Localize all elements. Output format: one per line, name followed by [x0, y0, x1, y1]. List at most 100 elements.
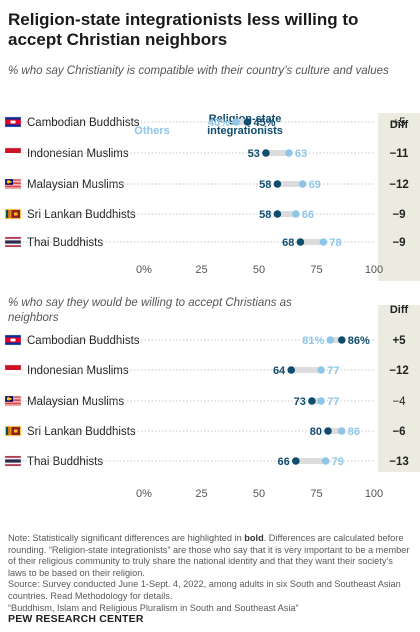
flag-outline — [4, 208, 22, 220]
flag-outline — [4, 425, 22, 437]
dot-others — [298, 180, 307, 188]
data-label-others: 63 — [295, 148, 307, 160]
flag-lion — [14, 212, 18, 216]
axis-tick-label: 25 — [195, 264, 207, 276]
flag-stripe — [5, 405, 21, 406]
axis-tick-label: 75 — [310, 488, 322, 500]
flag-band — [5, 459, 21, 463]
axis-tick-label: 50 — [253, 264, 265, 276]
flag-band — [5, 365, 21, 370]
flag-stripe — [5, 184, 21, 186]
thailand-flag-icon — [4, 236, 22, 248]
diff-value: −6 — [392, 426, 405, 438]
dot-others — [317, 366, 325, 374]
flag-outline — [4, 364, 22, 376]
axis-tick-label: 100 — [365, 488, 383, 500]
dot-others — [285, 149, 293, 157]
srilanka-flag-icon — [4, 425, 22, 437]
flag-star — [9, 180, 12, 183]
row-label: Thai Buddhists — [27, 237, 103, 249]
data-label-integrationists: 86% — [348, 335, 370, 347]
flag-outline — [4, 147, 22, 159]
chart-notes: Note: Statistically significant differen… — [8, 533, 412, 614]
flag-outline — [4, 236, 22, 248]
flag-stripe — [5, 403, 21, 405]
row-label: Sri Lankan Buddhists — [27, 426, 136, 438]
row-label: Thai Buddhists — [27, 456, 103, 468]
flag-outline — [4, 334, 22, 346]
legend-integrationists: integrationists — [207, 125, 283, 137]
data-label-integrationists: 64 — [273, 365, 286, 377]
cambodia-flag-icon — [4, 116, 22, 128]
data-label-integrationists: 68 — [282, 237, 294, 249]
malaysia-flag-icon — [4, 395, 22, 407]
dot-integrationists — [287, 366, 296, 374]
data-label-integrationists: 66 — [278, 456, 290, 468]
page-title: Religion-state integrationists less will… — [8, 10, 359, 49]
cambodia-flag-icon — [4, 334, 22, 346]
flag-stripe — [5, 188, 21, 189]
dot-integrationists — [273, 210, 282, 218]
srilanka-flag-icon — [4, 208, 22, 220]
flag-band — [5, 370, 21, 375]
dot-others — [292, 210, 300, 218]
dot-others — [232, 118, 240, 126]
dot-others — [317, 397, 325, 405]
note-text: Note: Statistically significant differen… — [8, 533, 410, 578]
flag-stripe — [5, 403, 21, 405]
row-label: Malaysian Muslims — [27, 179, 124, 191]
flag-stripe — [5, 402, 21, 404]
flag-star — [9, 397, 12, 400]
diff-value: −13 — [389, 456, 409, 468]
dot-integrationists — [273, 180, 282, 188]
data-label-integrationists: 58 — [259, 179, 271, 191]
dot-chart: DiffOthersReligion-stateintegrationistsC… — [4, 113, 420, 500]
dot-integrationists — [308, 397, 316, 405]
data-label-integrationists: 73 — [294, 396, 306, 408]
dot-integrationists — [262, 149, 270, 157]
row-label: Sri Lankan Buddhists — [27, 209, 136, 221]
dot-integrationists — [292, 457, 300, 465]
dot-others — [319, 238, 328, 246]
flag-stripe — [5, 401, 21, 403]
data-label-others: 77 — [327, 365, 339, 377]
dot-integrationists — [243, 118, 252, 126]
data-label-others: 77 — [327, 396, 339, 408]
data-label-integrationists: 53 — [248, 148, 260, 160]
data-label-others: 69 — [309, 179, 321, 191]
org-name: PEW RESEARCH CENTER — [8, 613, 144, 625]
data-label-others: 66 — [302, 209, 314, 221]
axis-tick-label: 50 — [253, 488, 265, 500]
diff-column-bg — [378, 305, 420, 472]
row-label: Cambodian Buddhists — [27, 117, 140, 129]
axis-tick-label: 25 — [195, 488, 207, 500]
axis-tick-label: 0% — [136, 264, 152, 276]
axis-tick-label: 75 — [310, 264, 322, 276]
flag-stripe — [5, 187, 21, 189]
axis-tick-label: 100 — [365, 264, 383, 276]
row-label: Cambodian Buddhists — [27, 335, 140, 347]
diff-value: −4 — [392, 396, 406, 408]
diff-value: +5 — [392, 117, 405, 129]
flag-band — [8, 427, 11, 435]
diff-value: −11 — [390, 148, 409, 160]
dot-integrationists — [324, 427, 332, 435]
diff-header: Diff — [390, 304, 409, 316]
thailand-flag-icon — [4, 455, 22, 467]
flag-outline — [4, 178, 22, 190]
flag-emblem — [10, 120, 16, 124]
diff-value: −12 — [389, 365, 409, 377]
data-label-integrationists: 80 — [310, 426, 322, 438]
panel-2-subtitle: % who say they would be willing to accep… — [8, 297, 292, 324]
flag-outline — [4, 395, 22, 407]
axis-tick-label: 0% — [136, 488, 152, 500]
diff-value: −9 — [392, 209, 405, 221]
indonesia-flag-icon — [4, 147, 22, 159]
data-label-others: 86 — [348, 426, 360, 438]
row-label: Indonesian Muslims — [27, 148, 129, 160]
malaysia-flag-icon — [4, 178, 22, 190]
flag-band — [8, 210, 11, 218]
flag-band — [6, 210, 9, 218]
dot-integrationists — [338, 336, 346, 344]
data-label-others: 79 — [332, 456, 344, 468]
